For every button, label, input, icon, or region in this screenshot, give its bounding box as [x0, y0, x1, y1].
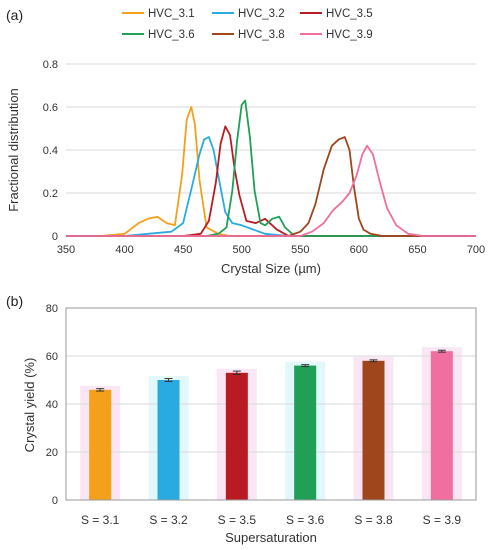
chart-a-series-line	[66, 125, 476, 237]
chart-a-series-line	[66, 136, 476, 237]
bar	[362, 360, 385, 500]
chart-a-series-line	[66, 136, 476, 237]
bar	[225, 372, 248, 500]
bar	[157, 380, 180, 500]
bar	[294, 365, 317, 500]
chart-a-legend: HVC_3.1 HVC_3.2 HVC_3.5 HVC_3.6 HVC_3.8 HVC_3…	[122, 8, 373, 41]
chart-b-plot: 0 20 40 60 80 S = 3.1 S = 3.2 S = 3.5 S = 3.6 S =…	[46, 303, 477, 527]
chart-a-x-tick-label: 650	[408, 244, 426, 256]
chart-a-y-tick-label: 0.4	[43, 145, 58, 157]
chart-a-plot: 0 0.2 0.4 0.6 0.8 350 400 450 500 550 600 650 700	[43, 59, 485, 256]
chart-a-series-line	[66, 106, 476, 237]
chart-a-x-tick-label: 500	[233, 244, 251, 256]
chart-b-y-tick-label: 20	[46, 447, 58, 459]
chart-b-y-tick-label: 0	[52, 495, 58, 507]
chart-b-x-tick-label: S = 3.9	[423, 513, 462, 527]
chart-a-y-tick-label: 0.8	[43, 59, 58, 71]
chart-a-y-tick-label: 0.6	[43, 102, 58, 114]
chart-a-x-tick-label: 600	[350, 244, 368, 256]
chart-a-y-axis-title: Fractional distribution	[6, 88, 21, 212]
legend-label: HVC_3.2	[238, 8, 285, 20]
legend-label: HVC_3.8	[238, 29, 285, 41]
legend-label: HVC_3.9	[326, 29, 373, 41]
panel-a-label: (a)	[6, 7, 23, 23]
chart-a-x-tick-label: 400	[115, 244, 133, 256]
chart-b-y-axis-title: Crystal yield (%)	[22, 358, 37, 453]
chart-b-x-tick-label: S = 3.1	[81, 513, 120, 527]
chart-a-series-line	[66, 99, 476, 237]
panel-b-label: (b)	[6, 293, 23, 309]
chart-b-x-tick-label: S = 3.2	[149, 513, 188, 527]
legend-label: HVC_3.1	[148, 8, 195, 20]
chart-b-y-tick-label: 60	[46, 351, 58, 363]
legend-label: HVC_3.6	[148, 29, 195, 41]
chart-a-series-line	[66, 144, 476, 237]
chart-b-y-tick-label: 40	[46, 399, 58, 411]
chart-b-x-tick-label: S = 3.8	[354, 513, 393, 527]
chart-a-x-tick-label: 550	[291, 244, 309, 256]
chart-a-y-tick-label: 0	[52, 231, 58, 243]
chart-a-x-tick-label: 700	[467, 244, 485, 256]
chart-a-x-axis-title: Crystal Size (µm)	[221, 261, 321, 276]
chart-b-y-tick-label: 80	[46, 303, 58, 315]
chart-b-frame	[65, 307, 477, 501]
chart-a-x-tick-label: 350	[57, 244, 75, 256]
chart-b-x-axis-title: Supersaturation	[225, 530, 317, 545]
chart-a-x-tick-label: 450	[174, 244, 192, 256]
chart-b-x-tick-label: S = 3.5	[218, 513, 257, 527]
bar	[430, 351, 453, 500]
bar	[89, 389, 112, 500]
legend-label: HVC_3.5	[326, 8, 373, 20]
chart-a-y-tick-label: 0.2	[43, 188, 58, 200]
chart-b-x-tick-label: S = 3.6	[286, 513, 325, 527]
